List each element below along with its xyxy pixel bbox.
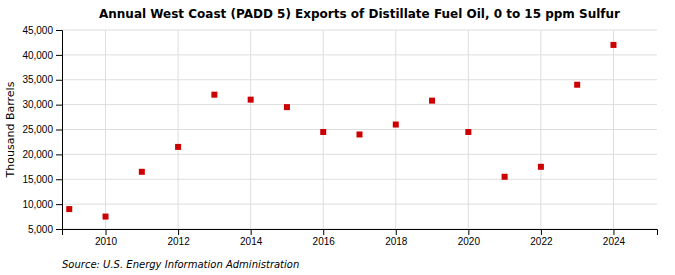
x-tick-label: 2022 (530, 236, 553, 247)
grid-line-y (62, 129, 657, 130)
point (66, 206, 72, 212)
x-axis: 2010 2012 2014 2016 2018 2020 2022 2024 (63, 229, 658, 247)
x-tick-label: 2012 (167, 236, 190, 247)
point (320, 129, 326, 135)
x-axis-line (63, 230, 658, 236)
y-tick-label: 10,000 (22, 199, 53, 210)
x-tick-label: 2024 (603, 236, 626, 247)
point (538, 164, 544, 170)
x-tick: 2012 (167, 229, 190, 247)
y-tick-mark (56, 30, 62, 31)
y-tick-mark (56, 229, 62, 230)
x-tick: 2010 (95, 229, 118, 247)
y-tick-mark (56, 204, 62, 205)
y-tick: 25,000 (22, 124, 62, 135)
x-tick-label: 2016 (313, 236, 336, 247)
y-tick-label: 25,000 (22, 124, 53, 135)
point (357, 131, 363, 137)
grid-line-y (62, 30, 657, 31)
x-tick-label: 2014 (240, 236, 263, 247)
plot-area (66, 42, 616, 220)
y-tick-label: 20,000 (22, 149, 53, 160)
y-tick-mark (56, 179, 62, 180)
point (502, 174, 508, 180)
x-tick: 2014 (240, 229, 263, 247)
point (211, 92, 217, 98)
point (175, 144, 181, 150)
grid-line-y (62, 179, 657, 180)
grid-line-y (62, 104, 657, 105)
chart: 2010 2012 2014 2016 2018 2020 2022 2024 5,000 10,… (0, 0, 675, 275)
x-tick-mark (468, 229, 469, 235)
y-tick-label: 15,000 (22, 174, 53, 185)
x-tick-mark (251, 229, 252, 235)
x-tick-mark (178, 229, 179, 235)
x-tick: 2022 (530, 229, 553, 247)
y-tick-label: 45,000 (22, 25, 53, 36)
y-tick-label: 40,000 (22, 50, 53, 61)
y-tick: 5,000 (28, 224, 62, 235)
y-tick: 10,000 (22, 199, 62, 210)
x-tick-label: 2020 (458, 236, 481, 247)
y-tick: 35,000 (22, 74, 62, 85)
x-tick: 2020 (458, 229, 481, 247)
y-tick: 30,000 (22, 99, 62, 110)
source: Source: U.S. Energy Information Administ… (62, 259, 299, 270)
grid (62, 30, 657, 229)
y-tick: 20,000 (22, 149, 62, 160)
y-tick-label: 35,000 (22, 74, 53, 85)
point (465, 129, 471, 135)
y-axis: 5,000 10,000 15,000 20,000 25,000 30,000 35,00… (22, 25, 62, 235)
grid-line-y (62, 79, 657, 80)
y-tick-mark (56, 80, 62, 81)
y-tick: 45,000 (22, 25, 62, 36)
point (284, 104, 290, 110)
x-tick: 2024 (603, 229, 626, 247)
y-tick: 40,000 (22, 50, 62, 61)
point (429, 98, 435, 104)
y-axis-title: Thousand Barrels (4, 81, 17, 178)
x-tick-mark (541, 229, 542, 235)
x-tick-mark (106, 229, 107, 235)
grid-line-y (62, 54, 657, 55)
y-tick-label: 30,000 (22, 99, 53, 110)
x-tick-label: 2010 (95, 236, 118, 247)
y-tick-mark (56, 55, 62, 56)
point (103, 214, 109, 220)
title: Annual West Coast (PADD 5) Exports of Di… (99, 7, 620, 21)
grid-line-y (62, 204, 657, 205)
x-tick: 2016 (313, 229, 336, 247)
y-tick-mark (56, 105, 62, 106)
point (610, 42, 616, 48)
point (574, 82, 580, 88)
x-tick-mark (323, 229, 324, 235)
point (139, 169, 145, 175)
point (248, 97, 254, 103)
x-tick-mark (396, 229, 397, 235)
x-tick-mark (613, 229, 614, 235)
grid-line-y (62, 154, 657, 155)
y-tick-mark (56, 154, 62, 155)
y-axis-line (56, 31, 63, 230)
point (393, 122, 399, 128)
y-tick: 15,000 (22, 174, 62, 185)
x-tick-label: 2018 (385, 236, 408, 247)
x-tick: 2018 (385, 229, 408, 247)
y-tick-mark (56, 130, 62, 131)
y-tick-label: 5,000 (28, 224, 53, 235)
